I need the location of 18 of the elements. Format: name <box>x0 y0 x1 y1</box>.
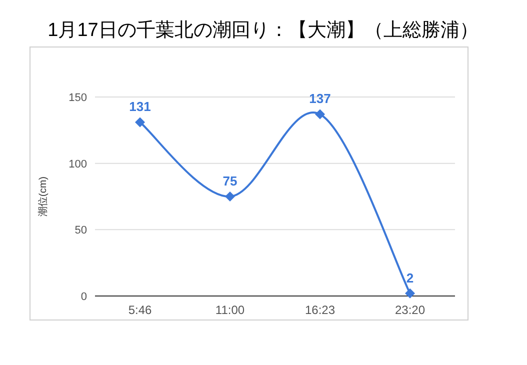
y-tick-label: 150 <box>68 92 87 104</box>
point <box>315 109 325 120</box>
point <box>225 192 235 202</box>
y-tick-label: 100 <box>68 158 87 170</box>
data-label: 131 <box>129 99 151 114</box>
x-tick-label: 23:20 <box>394 303 426 317</box>
chart-title: 1月17日の千葉北の潮回り：【大潮】（上総勝浦） <box>48 20 478 41</box>
data-label: 137 <box>309 91 331 106</box>
x-tick-label: 5:46 <box>128 303 152 317</box>
y-tick-label: 0 <box>80 291 87 303</box>
x-tick-label: 16:23 <box>304 303 336 317</box>
data-label: 2 <box>406 270 414 286</box>
point <box>135 117 145 128</box>
y-tick-label: 50 <box>74 224 87 237</box>
x-tick-label: 11:00 <box>215 303 245 317</box>
data-label: 75 <box>222 174 238 188</box>
y-axis-title: 潮位(cm) <box>37 176 49 216</box>
point <box>405 288 415 298</box>
